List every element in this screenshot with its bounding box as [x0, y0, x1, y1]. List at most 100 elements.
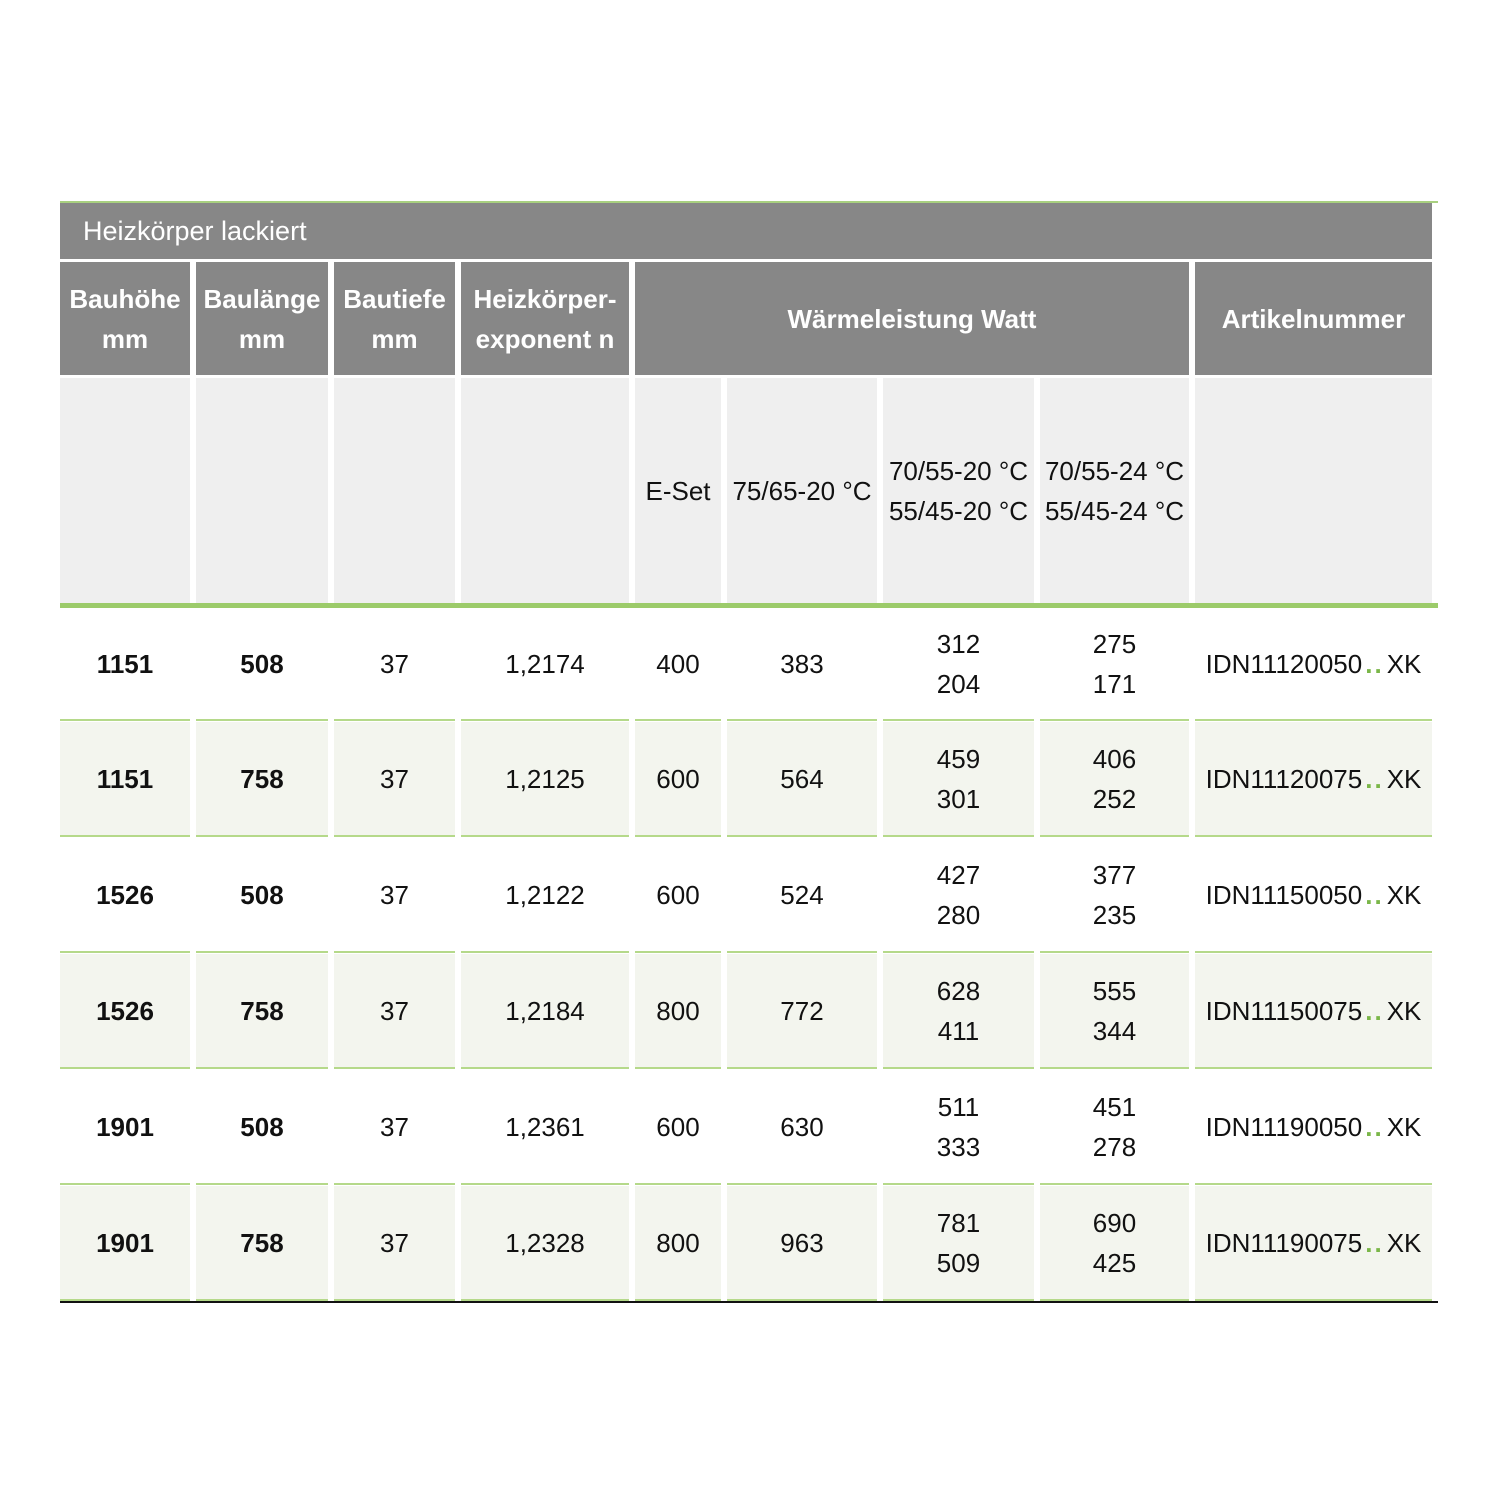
cell-artikelnummer: IDN11120075.. XK — [1195, 722, 1432, 837]
cell-t3: 451 278 — [1040, 1070, 1189, 1185]
header-bautiefe: Bautiefe mm — [334, 262, 455, 375]
cell-bauhoehe: 1901 — [60, 1186, 190, 1301]
artikel-separator: .. — [1365, 1227, 1384, 1258]
header-label: exponent n — [475, 323, 615, 354]
cell-value: 555 — [1092, 975, 1137, 1006]
cell-value: 781 — [936, 1207, 981, 1238]
cell-t3: 690 425 — [1040, 1186, 1189, 1301]
subheader-empty — [60, 378, 190, 603]
top-rule — [60, 201, 1438, 203]
header-waermeleistung: Wärmeleistung Watt — [635, 262, 1189, 375]
header-artikelnummer: Artikelnummer — [1195, 262, 1432, 375]
table-row: 1526 508 37 1,2122 600 524 427 280 377 235 IDN1115… — [60, 838, 1438, 953]
header-label: Bautiefe — [343, 283, 446, 314]
cell-baulaenge: 508 — [196, 1070, 328, 1185]
header-unit: mm — [371, 323, 418, 354]
cell-value: 301 — [936, 783, 981, 814]
artikel-suffix: XK — [1386, 1111, 1422, 1142]
artikel-suffix: XK — [1386, 648, 1422, 679]
cell-eset: 800 — [635, 954, 721, 1069]
cell-exponent: 1,2174 — [461, 608, 629, 721]
cell-bauhoehe: 1526 — [60, 838, 190, 953]
header-label: Baulänge — [203, 283, 321, 314]
cell-artikelnummer: IDN11150050.. XK — [1195, 838, 1432, 953]
artikel-prefix: IDN11150050 — [1205, 879, 1363, 910]
header-divider — [60, 603, 1438, 608]
cell-artikelnummer: IDN11150075.. XK — [1195, 954, 1432, 1069]
cell-value: 509 — [936, 1247, 981, 1278]
cell-bautiefe: 37 — [334, 1070, 455, 1185]
cell-value: 278 — [1092, 1131, 1137, 1162]
subheader-line: 70/55-24 °C — [1044, 455, 1185, 486]
cell-value: 252 — [1092, 783, 1137, 814]
artikel-prefix: IDN11190075 — [1205, 1227, 1363, 1258]
artikel-separator: .. — [1365, 995, 1384, 1026]
cell-t1: 383 — [727, 608, 877, 721]
table-row: 1151 758 37 1,2125 600 564 459 301 406 252 IDN1112… — [60, 722, 1438, 837]
cell-value: 459 — [936, 743, 981, 774]
cell-value: 275 — [1092, 628, 1137, 659]
subheader-empty — [334, 378, 455, 603]
artikel-prefix: IDN11120050 — [1205, 648, 1363, 679]
cell-bautiefe: 37 — [334, 954, 455, 1069]
header-bauhoehe: Bauhöhe mm — [60, 262, 190, 375]
cell-eset: 800 — [635, 1186, 721, 1301]
cell-exponent: 1,2328 — [461, 1186, 629, 1301]
cell-t2: 459 301 — [883, 722, 1034, 837]
cell-bauhoehe: 1151 — [60, 608, 190, 721]
cell-t1: 963 — [727, 1186, 877, 1301]
cell-t1: 564 — [727, 722, 877, 837]
table-row: 1901 508 37 1,2361 600 630 511 333 451 278 IDN1119… — [60, 1070, 1438, 1185]
cell-value: 171 — [1092, 668, 1137, 699]
subheader-line: 55/45-24 °C — [1044, 495, 1185, 526]
cell-baulaenge: 508 — [196, 608, 328, 721]
cell-t2: 628 411 — [883, 954, 1034, 1069]
artikel-separator: .. — [1365, 648, 1384, 679]
header-label: Bauhöhe — [69, 283, 181, 314]
cell-bautiefe: 37 — [334, 1186, 455, 1301]
table-row: 1901 758 37 1,2328 800 963 781 509 690 425 IDN1119… — [60, 1186, 1438, 1301]
subheader-line: 55/45-20 °C — [888, 495, 1029, 526]
cell-baulaenge: 758 — [196, 722, 328, 837]
cell-value: 280 — [936, 899, 981, 930]
cell-t1: 630 — [727, 1070, 877, 1185]
header-exponent: Heizkörper-exponent n — [461, 262, 629, 375]
cell-value: 312 — [936, 628, 981, 659]
cell-value: 427 — [936, 859, 981, 890]
cell-value: 690 — [1092, 1207, 1137, 1238]
cell-artikelnummer: IDN11190050.. XK — [1195, 1070, 1432, 1185]
cell-value: 344 — [1092, 1015, 1137, 1046]
header-baulaenge: Baulänge mm — [196, 262, 328, 375]
table-row: 1151 508 37 1,2174 400 383 312 204 275 171 IDN1112… — [60, 608, 1438, 721]
artikel-separator: .. — [1365, 1111, 1384, 1142]
artikel-separator: .. — [1365, 763, 1384, 794]
header-unit: mm — [101, 323, 149, 354]
cell-t2: 312 204 — [883, 608, 1034, 721]
cell-bautiefe: 37 — [334, 608, 455, 721]
cell-bautiefe: 37 — [334, 722, 455, 837]
subheader-t1: 75/65-20 °C — [727, 378, 877, 603]
cell-bauhoehe: 1901 — [60, 1070, 190, 1185]
cell-t2: 781 509 — [883, 1186, 1034, 1301]
artikel-suffix: XK — [1386, 995, 1422, 1026]
cell-t3: 275 171 — [1040, 608, 1189, 721]
cell-value: 411 — [937, 1015, 980, 1046]
cell-exponent: 1,2122 — [461, 838, 629, 953]
cell-value: 628 — [936, 975, 981, 1006]
cell-t1: 524 — [727, 838, 877, 953]
cell-bauhoehe: 1151 — [60, 722, 190, 837]
cell-value: 406 — [1092, 743, 1137, 774]
subheader-t2: 70/55-20 °C 55/45-20 °C — [883, 378, 1034, 603]
cell-value: 204 — [936, 668, 981, 699]
subheader-line: 70/55-20 °C — [888, 455, 1029, 486]
cell-eset: 400 — [635, 608, 721, 721]
cell-bautiefe: 37 — [334, 838, 455, 953]
cell-baulaenge: 508 — [196, 838, 328, 953]
artikel-suffix: XK — [1386, 879, 1422, 910]
subheader-t3: 70/55-24 °C 55/45-24 °C — [1040, 378, 1189, 603]
bottom-rule — [60, 1301, 1438, 1303]
table-body: 1151 508 37 1,2174 400 383 312 204 275 171 IDN1112… — [60, 608, 1438, 1301]
cell-t1: 772 — [727, 954, 877, 1069]
cell-t3: 377 235 — [1040, 838, 1189, 953]
cell-t3: 555 344 — [1040, 954, 1189, 1069]
